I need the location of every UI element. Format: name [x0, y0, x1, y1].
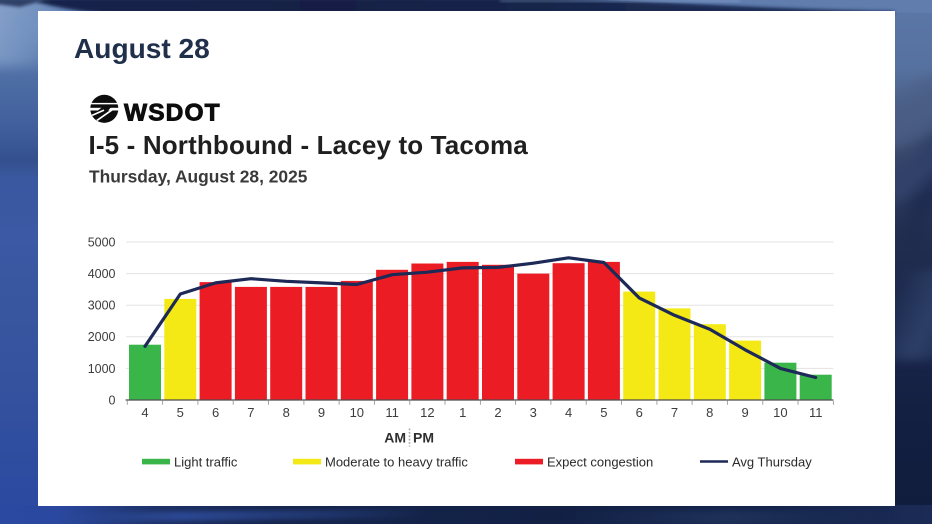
svg-text:4000: 4000	[88, 267, 116, 281]
svg-text:4: 4	[565, 405, 572, 420]
svg-text:10: 10	[773, 405, 787, 420]
svg-text:5: 5	[177, 405, 184, 420]
svg-text:Light traffic: Light traffic	[174, 455, 238, 470]
svg-text:11: 11	[809, 405, 823, 420]
svg-text:3: 3	[530, 405, 537, 420]
svg-text:2: 2	[494, 405, 501, 420]
svg-text:PM: PM	[413, 430, 434, 446]
svg-text:Expect congestion: Expect congestion	[547, 455, 653, 470]
svg-text:9: 9	[741, 405, 748, 420]
svg-text:9: 9	[318, 405, 325, 420]
svg-text:11: 11	[385, 405, 399, 420]
svg-text:5: 5	[600, 405, 607, 420]
svg-text:AM: AM	[384, 430, 406, 446]
svg-text:Thursday, August 28, 2025: Thursday, August 28, 2025	[89, 167, 308, 187]
svg-text:4: 4	[141, 405, 148, 420]
svg-text:8: 8	[283, 405, 290, 420]
svg-text:12: 12	[420, 405, 434, 420]
svg-text:8: 8	[706, 405, 713, 420]
svg-text:0: 0	[109, 393, 116, 407]
svg-text:10: 10	[350, 405, 364, 420]
svg-text:7: 7	[671, 405, 678, 420]
svg-text:Moderate to heavy traffic: Moderate to heavy traffic	[325, 455, 468, 470]
svg-text:Avg Thursday: Avg Thursday	[732, 455, 812, 470]
svg-text:1000: 1000	[88, 362, 116, 376]
svg-text:6: 6	[636, 405, 643, 420]
svg-text:I-5 - Northbound - Lacey to Ta: I-5 - Northbound - Lacey to Tacoma	[89, 130, 529, 160]
svg-text:1: 1	[459, 405, 466, 420]
svg-text:WSDOT: WSDOT	[124, 100, 221, 127]
svg-text:3000: 3000	[88, 299, 116, 313]
svg-text:August 28: August 28	[74, 33, 210, 64]
svg-text:7: 7	[247, 405, 254, 420]
svg-text:5000: 5000	[88, 235, 116, 249]
svg-text:2000: 2000	[88, 330, 116, 344]
svg-text:6: 6	[212, 405, 219, 420]
